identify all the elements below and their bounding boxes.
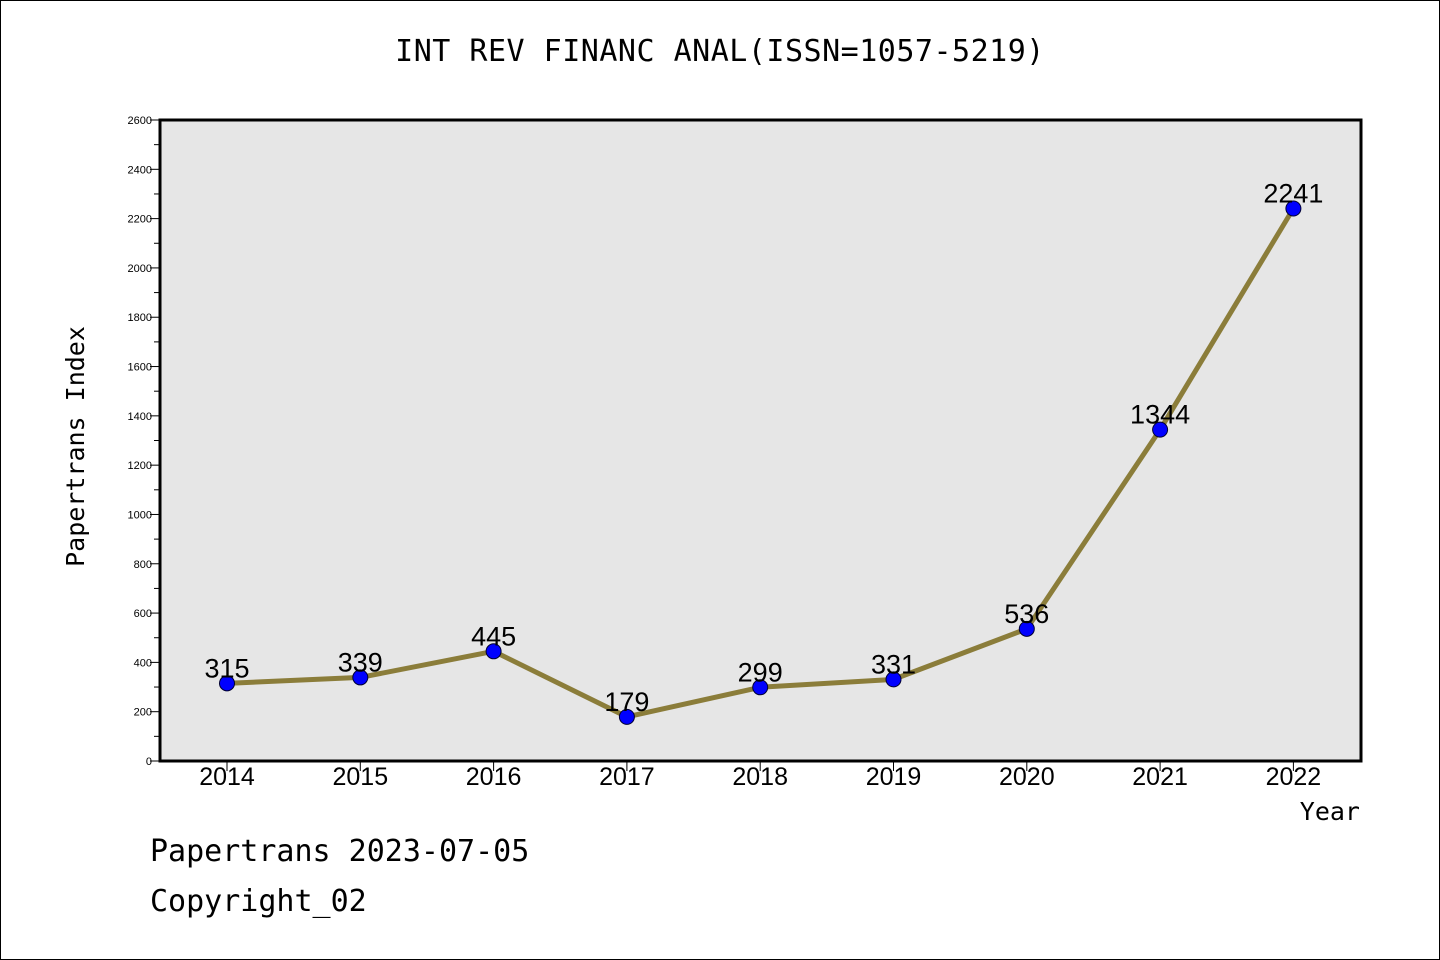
y-tick-label: 2200 bbox=[128, 214, 152, 226]
data-label: 2241 bbox=[1263, 179, 1323, 209]
plot-area bbox=[160, 120, 1361, 761]
x-tick-label: 2014 bbox=[199, 763, 255, 791]
y-tick-label: 1400 bbox=[128, 411, 152, 423]
footer-date: Papertrans 2023-07-05 bbox=[150, 834, 530, 869]
data-labels: 315 339 445 179 299 331 536 1344 2241 bbox=[204, 179, 1323, 717]
plot-border bbox=[158, 118, 1363, 763]
y-axis: 0 200 400 600 800 1000 1200 1400 1600 1800 2000 220… bbox=[128, 115, 160, 768]
x-tick-label: 2020 bbox=[999, 763, 1055, 791]
data-point bbox=[1152, 421, 1169, 438]
x-tick-label: 2018 bbox=[732, 763, 788, 791]
data-point bbox=[885, 671, 902, 688]
y-tick-label: 2000 bbox=[128, 263, 152, 275]
data-label: 179 bbox=[604, 687, 649, 717]
x-tick-label: 2017 bbox=[599, 763, 655, 791]
x-axis-label: Year bbox=[1300, 797, 1360, 826]
data-label: 331 bbox=[871, 649, 916, 679]
data-point bbox=[485, 643, 502, 660]
data-label: 536 bbox=[1004, 599, 1049, 629]
y-tick-label: 200 bbox=[134, 707, 152, 719]
data-point bbox=[352, 669, 369, 686]
data-label: 1344 bbox=[1130, 400, 1190, 430]
data-label: 339 bbox=[338, 647, 383, 677]
data-point bbox=[752, 679, 769, 696]
y-tick-label: 2400 bbox=[128, 164, 152, 176]
data-point bbox=[618, 708, 635, 725]
y-tick-label: 600 bbox=[134, 608, 152, 620]
x-tick-label: 2015 bbox=[332, 763, 388, 791]
chart-title: INT REV FINANC ANAL(ISSN=1057-5219) bbox=[395, 34, 1045, 69]
y-tick-label: 800 bbox=[134, 559, 152, 571]
data-point bbox=[1018, 620, 1035, 637]
y-tick-label: 1000 bbox=[128, 509, 152, 521]
data-label: 445 bbox=[471, 621, 516, 651]
x-tick-label: 2021 bbox=[1132, 763, 1188, 791]
y-tick-label: 1600 bbox=[128, 362, 152, 374]
y-tick-label: 0 bbox=[146, 756, 152, 768]
y-tick-label: 2600 bbox=[128, 115, 152, 127]
y-tick-label: 1800 bbox=[128, 312, 152, 324]
y-tick-label: 1200 bbox=[128, 460, 152, 472]
data-label: 315 bbox=[204, 653, 249, 683]
x-tick-label: 2019 bbox=[866, 763, 922, 791]
data-point bbox=[1285, 200, 1302, 217]
x-axis: 2014 2015 2016 2017 2018 2019 2020 2021 2022 bbox=[199, 761, 1321, 791]
x-tick-label: 2016 bbox=[466, 763, 522, 791]
y-axis-label: Papertrans Index bbox=[61, 326, 90, 567]
footer-copyright: Copyright_02 bbox=[150, 884, 367, 919]
y-tick-label: 400 bbox=[134, 657, 152, 669]
series-layer bbox=[219, 200, 1302, 725]
x-tick-label: 2022 bbox=[1266, 763, 1322, 791]
data-point bbox=[219, 675, 235, 692]
data-label: 299 bbox=[738, 657, 783, 687]
